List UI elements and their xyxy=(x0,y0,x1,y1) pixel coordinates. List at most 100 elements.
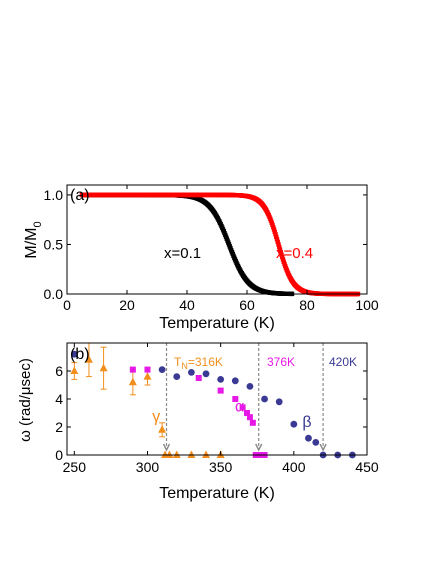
y-tick-label: 1.0 xyxy=(44,187,64,203)
panel-a-ylabel-main: M/M xyxy=(23,228,40,259)
data-point xyxy=(271,227,277,232)
series-annotation: γ xyxy=(152,408,160,425)
data-point xyxy=(261,395,268,403)
data-point xyxy=(246,414,253,421)
data-point xyxy=(239,404,246,411)
panel-b-transition-lines xyxy=(162,343,327,452)
data-point xyxy=(195,375,202,381)
transition-arrow xyxy=(255,443,263,452)
transition-arrow xyxy=(162,443,171,452)
legend-label-x01: x=0.1 xyxy=(164,245,201,262)
data-point xyxy=(187,369,195,376)
data-point xyxy=(272,229,277,235)
data-point xyxy=(128,377,137,386)
x-tick-label: 300 xyxy=(136,459,160,475)
x-tick-label: 40 xyxy=(179,297,195,313)
data-point xyxy=(202,370,210,378)
y-tick-label: 2 xyxy=(55,419,63,435)
panel-b-ylabel: ω (rad/μsec) xyxy=(17,358,34,442)
series-triangle xyxy=(70,342,225,458)
legend-label-x04: x=0.4 xyxy=(276,245,313,262)
data-point xyxy=(173,373,181,380)
data-point xyxy=(99,363,108,372)
data-point xyxy=(305,434,312,442)
transition-arrow xyxy=(319,443,327,452)
panel-a-marks xyxy=(79,192,361,297)
data-point xyxy=(274,234,279,239)
panel-b-label: (b) xyxy=(70,346,90,363)
panel-a-frame xyxy=(66,184,368,295)
y-tick-label: 6 xyxy=(55,363,63,379)
data-point xyxy=(143,372,152,380)
panel-b-annotations: γαβ xyxy=(152,399,311,431)
data-point xyxy=(232,396,239,402)
panel-b-ticks: 250 300 350 400 450 0 2 4 6 xyxy=(55,343,379,475)
series-annotation: α xyxy=(235,399,244,416)
data-point xyxy=(270,222,275,228)
transition-label-tn: TN=316K xyxy=(174,355,223,371)
data-point xyxy=(275,239,280,245)
data-point xyxy=(249,419,256,426)
data-point xyxy=(278,249,283,255)
data-point xyxy=(244,410,250,416)
data-point xyxy=(271,224,276,230)
panel-a-ylabel-sub: 0 xyxy=(32,221,44,227)
x-tick-label: 60 xyxy=(239,297,255,313)
data-point xyxy=(280,257,286,262)
x-tick-label: 100 xyxy=(355,297,379,313)
data-point xyxy=(281,259,286,264)
data-point xyxy=(312,439,320,446)
x-tick-label: 350 xyxy=(209,459,233,475)
x-tick-label: 450 xyxy=(355,459,379,475)
y-tick-label: 0.0 xyxy=(44,286,64,302)
transition-label-tn-sub: N xyxy=(181,361,188,371)
y-tick-label: 4 xyxy=(55,391,63,407)
data-point xyxy=(158,425,167,433)
panel-a-xlabel: Temperature (K) xyxy=(159,315,275,332)
y-tick-label: 0.5 xyxy=(44,236,64,252)
data-point xyxy=(144,366,151,373)
data-point xyxy=(158,366,166,373)
series-square xyxy=(129,366,268,458)
y-tick-label: 0 xyxy=(55,447,63,463)
data-point xyxy=(275,398,283,406)
panel-a: 0 20 40 60 80 100 0.0 0.5 1.0 (a) x=0.1 x=0.4 Te… xyxy=(23,184,379,332)
series-circle xyxy=(70,350,356,459)
data-point xyxy=(231,377,239,385)
data-point xyxy=(276,242,281,247)
data-point xyxy=(217,376,225,383)
panel-a-ticks: 0 20 40 60 80 100 0.0 0.5 1.0 xyxy=(44,185,379,313)
transition-label-tn-main: T xyxy=(174,355,182,369)
x-tick-label: 400 xyxy=(282,459,306,475)
data-point xyxy=(279,252,284,257)
data-point xyxy=(70,366,79,374)
series-x04 xyxy=(79,192,361,297)
x-tick-label: 0 xyxy=(63,297,71,313)
transition-label-tn-rest: =316K xyxy=(188,355,223,369)
data-point xyxy=(129,366,136,373)
data-point xyxy=(172,450,181,458)
data-point xyxy=(274,237,280,242)
data-point xyxy=(277,247,283,252)
data-point xyxy=(217,387,224,394)
x-tick-label: 20 xyxy=(119,297,135,313)
data-point xyxy=(290,420,298,428)
data-point xyxy=(70,350,78,358)
data-point xyxy=(280,254,285,260)
transition-label-376: 376K xyxy=(267,355,295,369)
data-point xyxy=(187,450,196,458)
panel-a-ylabel: M/M0 xyxy=(23,221,44,258)
series-annotation: β xyxy=(302,414,311,431)
panel-b: 250 300 350 400 450 0 2 4 6 (b) TN=316K 376K 420… xyxy=(17,342,379,502)
data-point xyxy=(273,232,278,237)
transition-label-420: 420K xyxy=(329,355,357,369)
panel-a-label: (a) xyxy=(70,187,90,204)
panel-b-xlabel: Temperature (K) xyxy=(159,485,275,502)
data-point xyxy=(165,450,174,458)
x-tick-label: 250 xyxy=(63,459,87,475)
data-point xyxy=(84,355,93,363)
data-point xyxy=(202,450,211,458)
data-point xyxy=(277,244,282,250)
data-point xyxy=(246,383,254,390)
